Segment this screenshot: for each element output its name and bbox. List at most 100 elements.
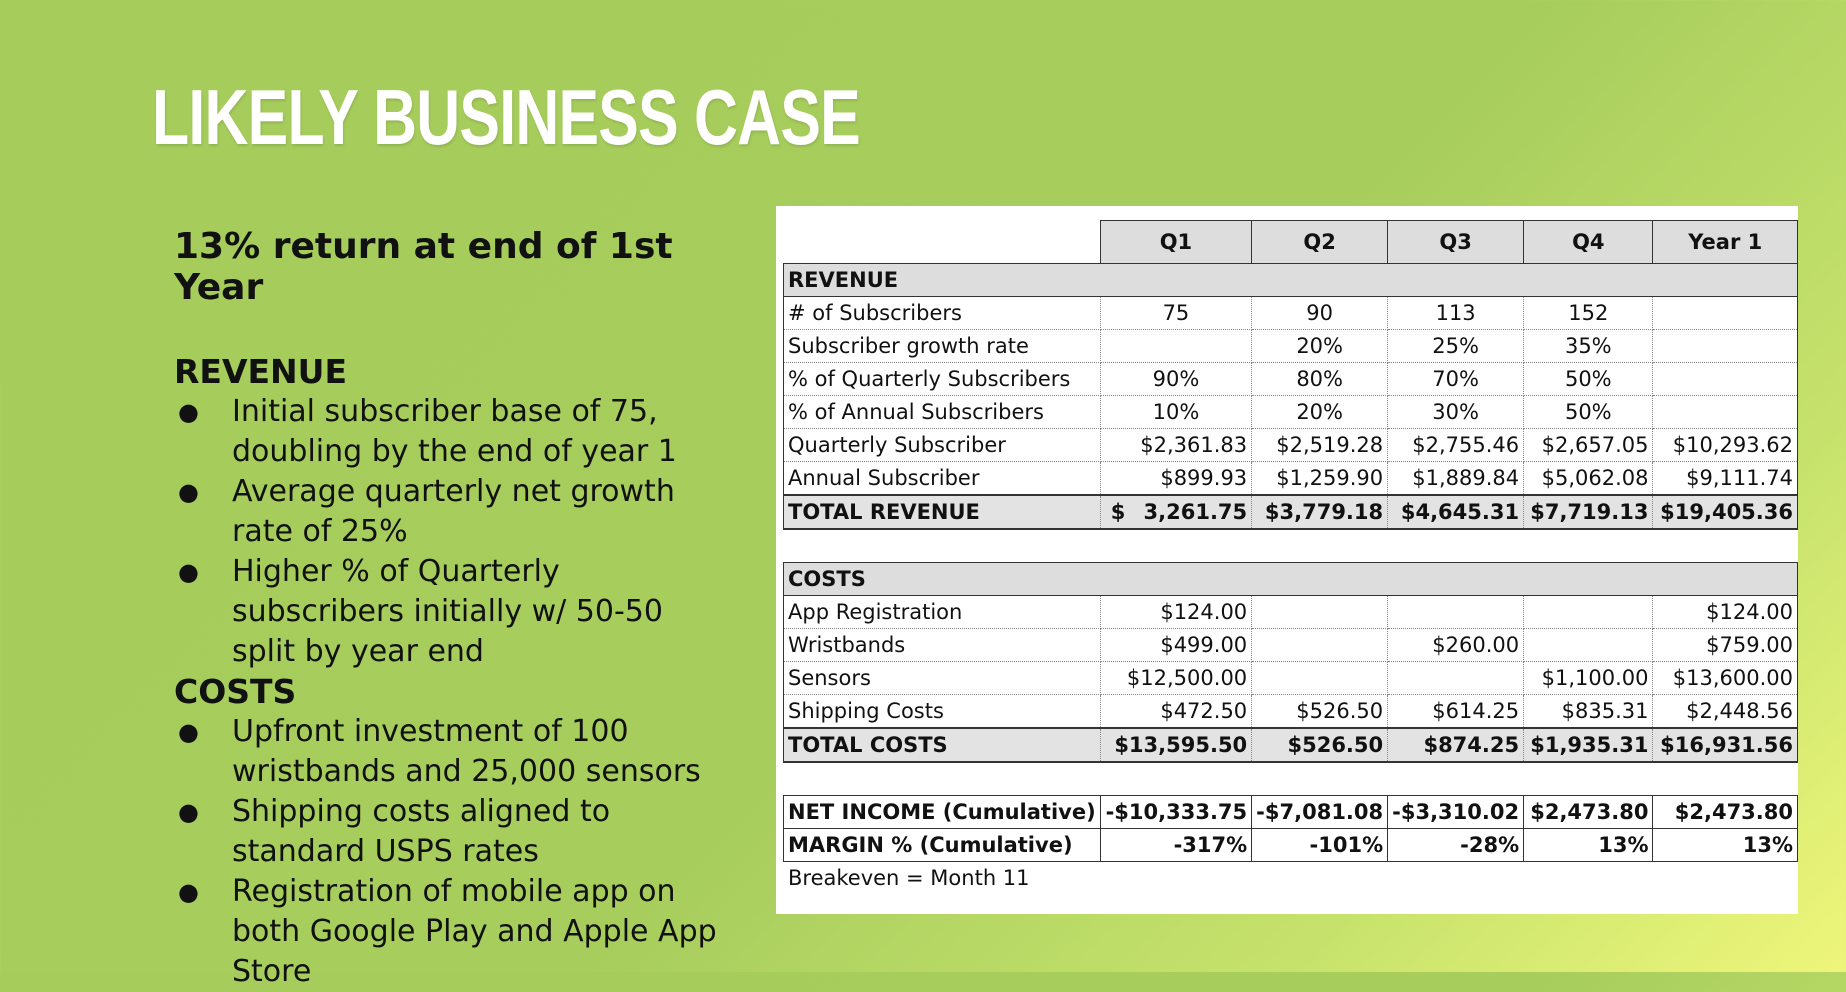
costs-heading: COSTS bbox=[174, 672, 297, 711]
table-cell: 13% bbox=[1523, 828, 1654, 862]
table-cell: $10,293.62 bbox=[1652, 428, 1798, 462]
revenue-bullet-list: ● Initial subscriber base of 75, doubling… bbox=[174, 392, 734, 672]
bullet-item: ● Average quarterly net growth rate of 25… bbox=[178, 474, 675, 549]
table-row: % of Annual Subscribers 10% 20% 30% 50% bbox=[783, 395, 1798, 429]
table-row: Shipping Costs $472.50 $526.50 $614.25 $835.… bbox=[783, 694, 1798, 729]
table-header-row: Q1 Q2 Q3 Q4 Year 1 bbox=[783, 220, 1798, 264]
table-cell: $124.00 bbox=[1099, 595, 1253, 629]
bullet-icon: ● bbox=[178, 478, 199, 506]
table-cell: -28% bbox=[1387, 828, 1525, 862]
section-label: COSTS bbox=[783, 562, 1798, 596]
table-row: % of Quarterly Subscribers 90% 80% 70% 50% bbox=[783, 362, 1798, 396]
bullet-icon: ● bbox=[178, 398, 199, 426]
table-cell: $899.93 bbox=[1099, 461, 1253, 496]
table-cell: $2,519.28 bbox=[1251, 428, 1389, 462]
table-cell: -101% bbox=[1251, 828, 1389, 862]
table-cell: $874.25 bbox=[1387, 727, 1525, 763]
row-label: Sensors bbox=[783, 661, 1101, 695]
net-income-row: NET INCOME (Cumulative) -$10,333.75 -$7,… bbox=[783, 795, 1798, 829]
table-cell: $4,645.31 bbox=[1387, 494, 1525, 530]
revenue-heading: REVENUE bbox=[174, 352, 347, 391]
row-label: Subscriber growth rate bbox=[783, 329, 1101, 363]
table-cell: $2,473.80 bbox=[1523, 795, 1654, 829]
table-cell: $1,889.84 bbox=[1387, 461, 1525, 496]
table-cell: $526.50 bbox=[1251, 694, 1389, 729]
table-cell bbox=[1523, 595, 1654, 629]
table-cell: 13% bbox=[1652, 828, 1798, 862]
currency-symbol: $ bbox=[1110, 500, 1126, 524]
costs-section-row: COSTS bbox=[783, 562, 1798, 596]
total-revenue-row: TOTAL REVENUE $3,261.75 $3,779.18 $4,645… bbox=[783, 494, 1798, 530]
row-label: App Registration bbox=[783, 595, 1101, 629]
table-cell: -$10,333.75 bbox=[1099, 795, 1253, 829]
table-cell: $1,100.00 bbox=[1523, 661, 1654, 695]
bullet-item: ● Initial subscriber base of 75, doubling… bbox=[178, 394, 677, 469]
table-cell: $526.50 bbox=[1251, 727, 1389, 763]
table-cell: $2,657.05 bbox=[1523, 428, 1654, 462]
row-label: Shipping Costs bbox=[783, 694, 1101, 729]
breakeven-note-row: Breakeven = Month 11 bbox=[784, 862, 1798, 895]
table-cell: $614.25 bbox=[1387, 694, 1525, 729]
table-cell: $124.00 bbox=[1652, 595, 1798, 629]
table-cell: $472.50 bbox=[1099, 694, 1253, 729]
column-header: Q4 bbox=[1523, 220, 1654, 264]
table-cell bbox=[1099, 329, 1253, 363]
bullet-item: ● Shipping costs aligned to standard USPS… bbox=[178, 794, 611, 869]
table-cell: 10% bbox=[1099, 395, 1253, 429]
total-costs-row: TOTAL COSTS $13,595.50 $526.50 $874.25 $… bbox=[783, 727, 1798, 763]
bullet-icon: ● bbox=[178, 878, 199, 906]
table-cell bbox=[1652, 296, 1798, 330]
table-cell: 90 bbox=[1251, 296, 1389, 330]
table-row: # of Subscribers 75 90 113 152 bbox=[783, 296, 1798, 330]
row-label: MARGIN % (Cumulative) bbox=[783, 828, 1101, 862]
financial-table-card: Q1 Q2 Q3 Q4 Year 1 REVENUE # of Subscrib… bbox=[776, 206, 1798, 914]
table-cell: 25% bbox=[1387, 329, 1525, 363]
row-label: TOTAL REVENUE bbox=[783, 494, 1101, 530]
table-cell: $13,595.50 bbox=[1099, 727, 1253, 763]
table-cell: $260.00 bbox=[1387, 628, 1525, 662]
table-cell: $1,935.31 bbox=[1523, 727, 1654, 763]
table-cell bbox=[1387, 595, 1525, 629]
table-cell: -317% bbox=[1099, 828, 1253, 862]
table-cell: $3,261.75 bbox=[1099, 494, 1253, 530]
table-cell bbox=[1652, 395, 1798, 429]
financial-table: Q1 Q2 Q3 Q4 Year 1 REVENUE # of Subscrib… bbox=[783, 220, 1798, 894]
table-cell: $19,405.36 bbox=[1652, 494, 1798, 530]
table-cell bbox=[1387, 661, 1525, 695]
table-cell: 90% bbox=[1099, 362, 1253, 396]
table-cell: 70% bbox=[1387, 362, 1525, 396]
breakeven-note: Breakeven = Month 11 bbox=[788, 866, 1030, 890]
revenue-rows: # of Subscribers 75 90 113 152 Subscriber gro… bbox=[783, 296, 1798, 496]
row-label: Annual Subscriber bbox=[783, 461, 1101, 496]
table-row: Wristbands $499.00 $260.00 $759.00 bbox=[783, 628, 1798, 662]
table-cell: $2,755.46 bbox=[1387, 428, 1525, 462]
table-cell: 35% bbox=[1523, 329, 1654, 363]
row-label: % of Quarterly Subscribers bbox=[783, 362, 1101, 396]
table-cell: $12,500.00 bbox=[1099, 661, 1253, 695]
table-cell: $7,719.13 bbox=[1523, 494, 1654, 530]
table-cell: $835.31 bbox=[1523, 694, 1654, 729]
column-header: Q1 bbox=[1099, 220, 1253, 264]
table-cell bbox=[1251, 661, 1389, 695]
table-cell: -$7,081.08 bbox=[1251, 795, 1389, 829]
table-row: Sensors $12,500.00 $1,100.00 $13,600.00 bbox=[783, 661, 1798, 695]
table-cell: 20% bbox=[1251, 329, 1389, 363]
table-row: Annual Subscriber $899.93 $1,259.90 $1,889.… bbox=[783, 461, 1798, 496]
table-cell bbox=[1523, 628, 1654, 662]
table-cell: $499.00 bbox=[1099, 628, 1253, 662]
revenue-section-row: REVENUE bbox=[783, 263, 1798, 297]
table-cell: 113 bbox=[1387, 296, 1525, 330]
row-label: Quarterly Subscriber bbox=[783, 428, 1101, 462]
table-cell: $3,779.18 bbox=[1251, 494, 1389, 530]
section-label: REVENUE bbox=[783, 263, 1798, 297]
bullet-icon: ● bbox=[178, 798, 199, 826]
table-cell bbox=[1251, 595, 1389, 629]
bullet-icon: ● bbox=[178, 718, 199, 746]
table-cell: 152 bbox=[1523, 296, 1654, 330]
column-header: Year 1 bbox=[1652, 220, 1798, 264]
column-header: Q2 bbox=[1251, 220, 1389, 264]
table-cell: 30% bbox=[1387, 395, 1525, 429]
table-cell bbox=[1652, 329, 1798, 363]
table-cell: $13,600.00 bbox=[1652, 661, 1798, 695]
table-cell: $2,361.83 bbox=[1099, 428, 1253, 462]
